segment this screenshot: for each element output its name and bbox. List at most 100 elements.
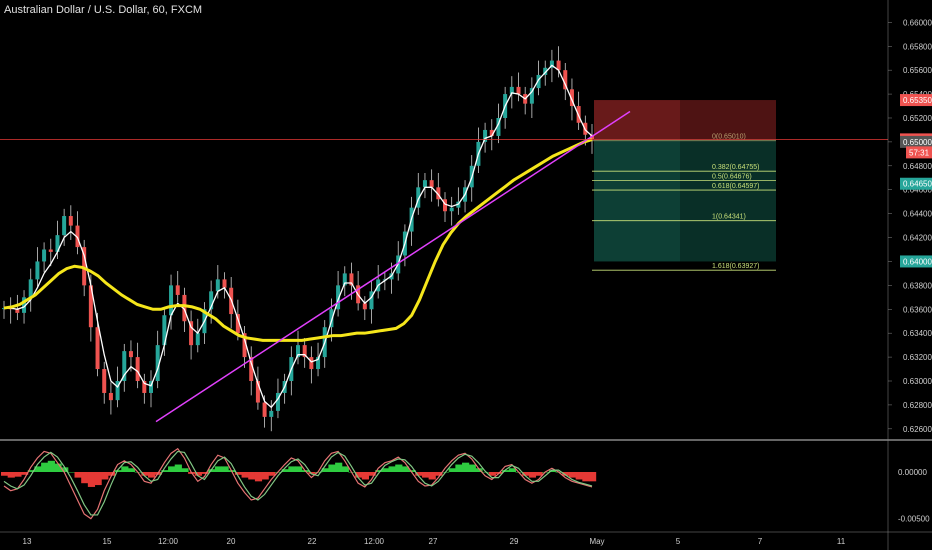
candle-body[interactable] (362, 303, 367, 310)
candle-body[interactable] (35, 261, 40, 280)
candle-body[interactable] (182, 294, 187, 322)
candle-body[interactable] (122, 351, 127, 382)
histogram-bar (315, 472, 323, 473)
stop-loss-zone[interactable] (594, 100, 776, 140)
candle-body[interactable] (416, 187, 421, 208)
candle-body[interactable] (422, 180, 427, 188)
histogram-bar (448, 468, 456, 472)
price-label-box (900, 255, 932, 268)
candle-body[interactable] (195, 333, 200, 346)
take-profit-zone[interactable] (594, 139, 776, 262)
candle-body[interactable] (302, 345, 307, 358)
candle-body[interactable] (275, 392, 280, 411)
candle-body[interactable] (509, 86, 514, 95)
candle-body[interactable] (42, 249, 47, 262)
candle-body[interactable] (102, 369, 107, 393)
candle-body[interactable] (329, 309, 334, 328)
candle-body[interactable] (296, 345, 300, 358)
price-tick-label: 0.65600 (903, 66, 932, 75)
candle-body[interactable] (556, 60, 561, 71)
trendline[interactable] (155, 110, 631, 423)
candle-body[interactable] (75, 225, 80, 248)
candle-body[interactable] (108, 392, 113, 401)
candle-body[interactable] (235, 314, 240, 334)
candle-body[interactable] (135, 357, 140, 382)
histogram-bar (328, 464, 336, 472)
candle-body[interactable] (569, 89, 574, 107)
candle-body[interactable] (242, 333, 247, 358)
candle-body[interactable] (62, 216, 67, 236)
candle-body[interactable] (443, 199, 447, 212)
candle-body[interactable] (82, 247, 87, 286)
candle-body[interactable] (489, 129, 494, 136)
candle-body[interactable] (68, 216, 73, 226)
time-tick-label: 12:00 (158, 537, 179, 546)
candle-body[interactable] (436, 187, 441, 200)
candle-body[interactable] (529, 88, 534, 104)
candle-body[interactable] (209, 291, 214, 310)
candle-body[interactable] (309, 357, 314, 370)
candle-body[interactable] (349, 273, 354, 286)
time-tick-label: 22 (308, 537, 317, 546)
candle-body[interactable] (549, 60, 554, 68)
candle-body[interactable] (169, 285, 174, 316)
candle-body[interactable] (142, 381, 147, 393)
candle-body[interactable] (115, 381, 120, 401)
candle-body[interactable] (28, 279, 33, 298)
candle-body[interactable] (215, 279, 220, 292)
candle-body[interactable] (496, 117, 501, 136)
candle-body[interactable] (449, 207, 454, 212)
time-tick-label: 27 (429, 537, 438, 546)
histogram-bar (395, 464, 403, 472)
candle-body[interactable] (155, 345, 160, 382)
histogram-bar (114, 470, 122, 472)
candle-body[interactable] (543, 67, 548, 75)
histogram-bar (254, 472, 263, 482)
slow-ma-line[interactable] (3, 138, 593, 342)
fib-label: 0(0.65010) (712, 134, 746, 141)
candle-body[interactable] (55, 235, 60, 252)
candle-body[interactable] (128, 351, 133, 358)
histogram-bar (148, 472, 156, 478)
candle-body[interactable] (429, 180, 434, 188)
candle-body[interactable] (175, 285, 180, 295)
candle-body[interactable] (88, 285, 93, 328)
candle-body[interactable] (262, 402, 267, 417)
candle-body[interactable] (255, 381, 260, 403)
candle-body[interactable] (536, 74, 541, 89)
moving-averages (3, 64, 593, 409)
candle-body[interactable] (269, 410, 274, 417)
candle-body[interactable] (483, 129, 488, 142)
candle-body[interactable] (95, 327, 100, 370)
price-tick-label: 0.63000 (903, 377, 932, 386)
price-tick-label: 0.64600 (903, 186, 932, 195)
candle-body[interactable] (249, 357, 254, 382)
histogram-bar (67, 472, 75, 473)
candle-body[interactable] (149, 381, 153, 393)
histogram-bar (321, 468, 329, 472)
price-tick-label: 0.62600 (903, 425, 932, 434)
candle-body[interactable] (563, 70, 568, 90)
candle-body[interactable] (189, 321, 194, 346)
candle-body[interactable] (162, 315, 167, 346)
candle-body[interactable] (316, 357, 321, 370)
candle-body[interactable] (222, 279, 227, 288)
candle-body[interactable] (369, 291, 374, 310)
candle-body[interactable] (48, 249, 53, 252)
candle-body[interactable] (15, 309, 20, 313)
histogram-bar (475, 468, 483, 472)
histogram-bar (528, 472, 537, 478)
time-tick-label: 12:00 (364, 537, 385, 546)
candle-body[interactable] (336, 285, 341, 310)
candle-body[interactable] (22, 297, 27, 313)
fast-ma-line[interactable] (4, 64, 593, 409)
price-tick-label: 0.63400 (903, 329, 932, 338)
oscillator-line-b[interactable] (3, 450, 593, 516)
price-label-text: 0.65350 (903, 96, 932, 105)
time-tick-label: 29 (510, 537, 519, 546)
candle-body[interactable] (516, 86, 521, 95)
fib-label: 1.618(0.63927) (712, 263, 759, 270)
histogram-bar (468, 464, 476, 472)
candle-body[interactable] (342, 273, 347, 286)
